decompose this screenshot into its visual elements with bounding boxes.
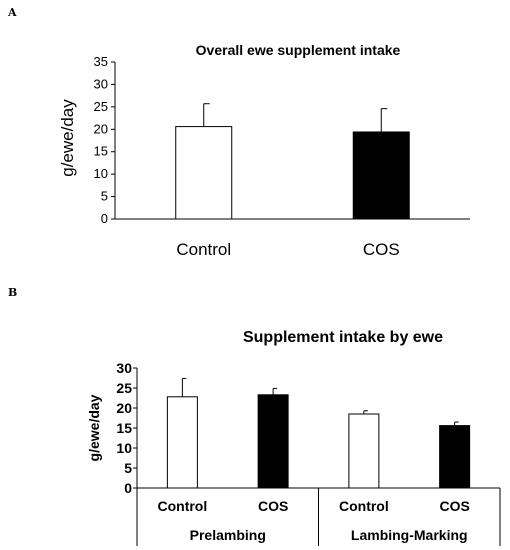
chart-a-ylabel: g/ewe/day (58, 99, 77, 177)
bar (352, 131, 410, 220)
group-label: Lambing-Marking (351, 527, 468, 543)
chart-b: 30 25 20 15 10 5 0 Control COS Control COS Prelambi… (116, 360, 501, 546)
category-label: COS (363, 240, 400, 259)
y-tick-label: 20 (94, 121, 108, 136)
y-tick-label: 30 (116, 360, 132, 376)
y-tick-label: 5 (101, 189, 108, 204)
bar (348, 413, 380, 489)
bar (166, 396, 198, 489)
y-tick-label: 15 (94, 144, 108, 159)
y-tick-label: 0 (124, 480, 132, 496)
chart-a-title: Overall ewe supplement intake (196, 42, 401, 58)
y-tick-label: 10 (94, 166, 108, 181)
category-label: Control (339, 498, 389, 514)
panel-label-b: B (8, 286, 17, 299)
y-tick-label: 25 (94, 99, 108, 114)
y-tick-label: 15 (116, 420, 132, 436)
bar (439, 425, 471, 489)
chart-b-ylabel: g/ewe/day (86, 394, 102, 461)
bar (175, 126, 233, 220)
y-tick-label: 20 (116, 400, 132, 416)
panel-label-a: A (7, 6, 17, 19)
y-tick-label: 0 (101, 211, 108, 226)
y-tick-label: 5 (124, 460, 132, 476)
y-tick-label: 25 (116, 380, 132, 396)
y-tick-label: 30 (94, 76, 108, 91)
chart-b-title: Supplement intake by ewe (243, 329, 443, 346)
y-tick-label: 35 (94, 54, 108, 69)
y-tick-label: 10 (116, 440, 132, 456)
category-label: COS (258, 498, 288, 514)
chart-a: 35 30 25 20 15 10 5 0 Control COS (94, 54, 470, 259)
group-label: Prelambing (190, 527, 266, 543)
category-label: COS (439, 498, 469, 514)
category-label: Control (176, 240, 231, 259)
bar (257, 394, 289, 489)
category-label: Control (157, 498, 207, 514)
